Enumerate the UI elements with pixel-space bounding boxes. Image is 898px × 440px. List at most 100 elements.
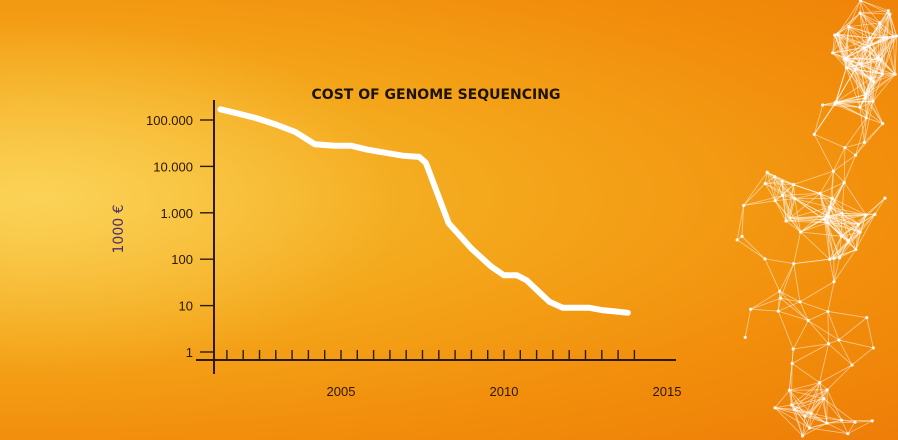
network-link xyxy=(809,398,825,429)
network-link xyxy=(868,46,875,83)
network-link xyxy=(793,170,834,185)
network-link xyxy=(847,421,856,434)
network-link xyxy=(865,73,883,99)
network-link xyxy=(832,26,850,54)
network-link xyxy=(813,101,837,135)
network-link xyxy=(836,97,866,103)
network-node xyxy=(830,196,834,200)
network-link xyxy=(834,34,856,70)
network-link xyxy=(859,12,888,38)
network-link xyxy=(831,198,843,214)
network-link xyxy=(828,216,861,233)
network-node xyxy=(840,418,844,422)
network-link xyxy=(808,320,840,341)
network-node xyxy=(853,420,857,424)
network-link xyxy=(764,258,780,292)
network-link xyxy=(802,427,810,437)
data-point xyxy=(560,305,566,311)
y-tick-label: 100.000 xyxy=(146,113,193,128)
network-node xyxy=(826,309,830,314)
network-node xyxy=(742,203,746,208)
network-node xyxy=(812,132,816,136)
network-link xyxy=(775,198,795,202)
network-link xyxy=(877,37,888,59)
network-link xyxy=(789,216,829,219)
network-link xyxy=(838,317,868,341)
network-link xyxy=(819,193,829,217)
network-link xyxy=(819,382,828,391)
network-node xyxy=(881,121,885,126)
network-node xyxy=(807,426,812,430)
network-link xyxy=(863,47,896,75)
plot-area: COST OF GENOME SEQUENCING 1000 € 100.000… xyxy=(111,87,681,399)
network-link xyxy=(774,176,783,196)
network-link xyxy=(835,78,872,103)
network-link xyxy=(829,182,845,208)
network-link xyxy=(819,382,828,424)
network-link xyxy=(823,398,828,424)
network-link xyxy=(843,182,867,216)
network-link xyxy=(868,46,872,79)
network-node xyxy=(858,105,862,109)
network-link xyxy=(827,216,842,237)
network-link xyxy=(832,52,847,69)
network-node xyxy=(803,414,807,418)
network-node xyxy=(862,46,866,50)
network-link xyxy=(828,216,859,225)
network-link xyxy=(845,67,861,108)
network-node xyxy=(843,56,848,60)
network-link xyxy=(879,22,894,37)
network-link xyxy=(802,416,806,436)
network-link xyxy=(774,407,805,417)
network-link xyxy=(779,291,809,321)
network-link xyxy=(870,73,896,79)
network-link xyxy=(837,33,871,39)
network-link xyxy=(828,214,866,217)
network-link xyxy=(848,12,861,27)
network-node xyxy=(763,181,767,186)
network-link xyxy=(764,183,776,201)
network-link xyxy=(781,181,796,199)
network-link xyxy=(836,94,866,103)
data-point xyxy=(586,305,592,311)
network-node xyxy=(826,214,830,219)
network-link xyxy=(841,182,845,214)
network-link xyxy=(846,67,883,75)
network-link xyxy=(774,181,783,201)
network-node xyxy=(863,93,868,97)
network-link xyxy=(793,184,796,199)
network-node xyxy=(831,51,835,55)
network-link xyxy=(835,101,867,119)
network-node xyxy=(842,180,846,185)
network-node xyxy=(858,0,863,2)
network-link xyxy=(819,193,833,199)
network-node xyxy=(854,247,858,252)
network-node xyxy=(893,72,897,76)
network-link xyxy=(833,170,845,183)
network-node xyxy=(778,289,782,293)
network-link xyxy=(847,420,873,435)
network-link xyxy=(804,416,810,429)
network-node xyxy=(780,179,784,183)
data-point xyxy=(348,143,354,149)
network-node xyxy=(862,140,866,145)
network-node xyxy=(843,146,847,150)
x-axis-ticks: 2005 2010 2015 xyxy=(226,350,681,399)
network-link xyxy=(778,310,809,321)
network-link xyxy=(794,198,801,233)
network-link xyxy=(832,37,871,54)
network-node xyxy=(818,191,822,195)
network-link xyxy=(835,67,847,103)
network-link xyxy=(859,214,876,233)
network-link xyxy=(791,363,820,383)
network-node xyxy=(872,80,876,84)
network-link xyxy=(844,147,856,156)
network-link xyxy=(860,0,871,39)
network-link xyxy=(854,69,861,108)
y-axis-ticks: 100.000 10.000 1.000 100 10 1 xyxy=(146,113,214,360)
network-link xyxy=(828,212,843,217)
network-node xyxy=(798,300,802,304)
network-link xyxy=(785,198,796,222)
network-link xyxy=(859,107,867,119)
network-link xyxy=(874,197,886,215)
